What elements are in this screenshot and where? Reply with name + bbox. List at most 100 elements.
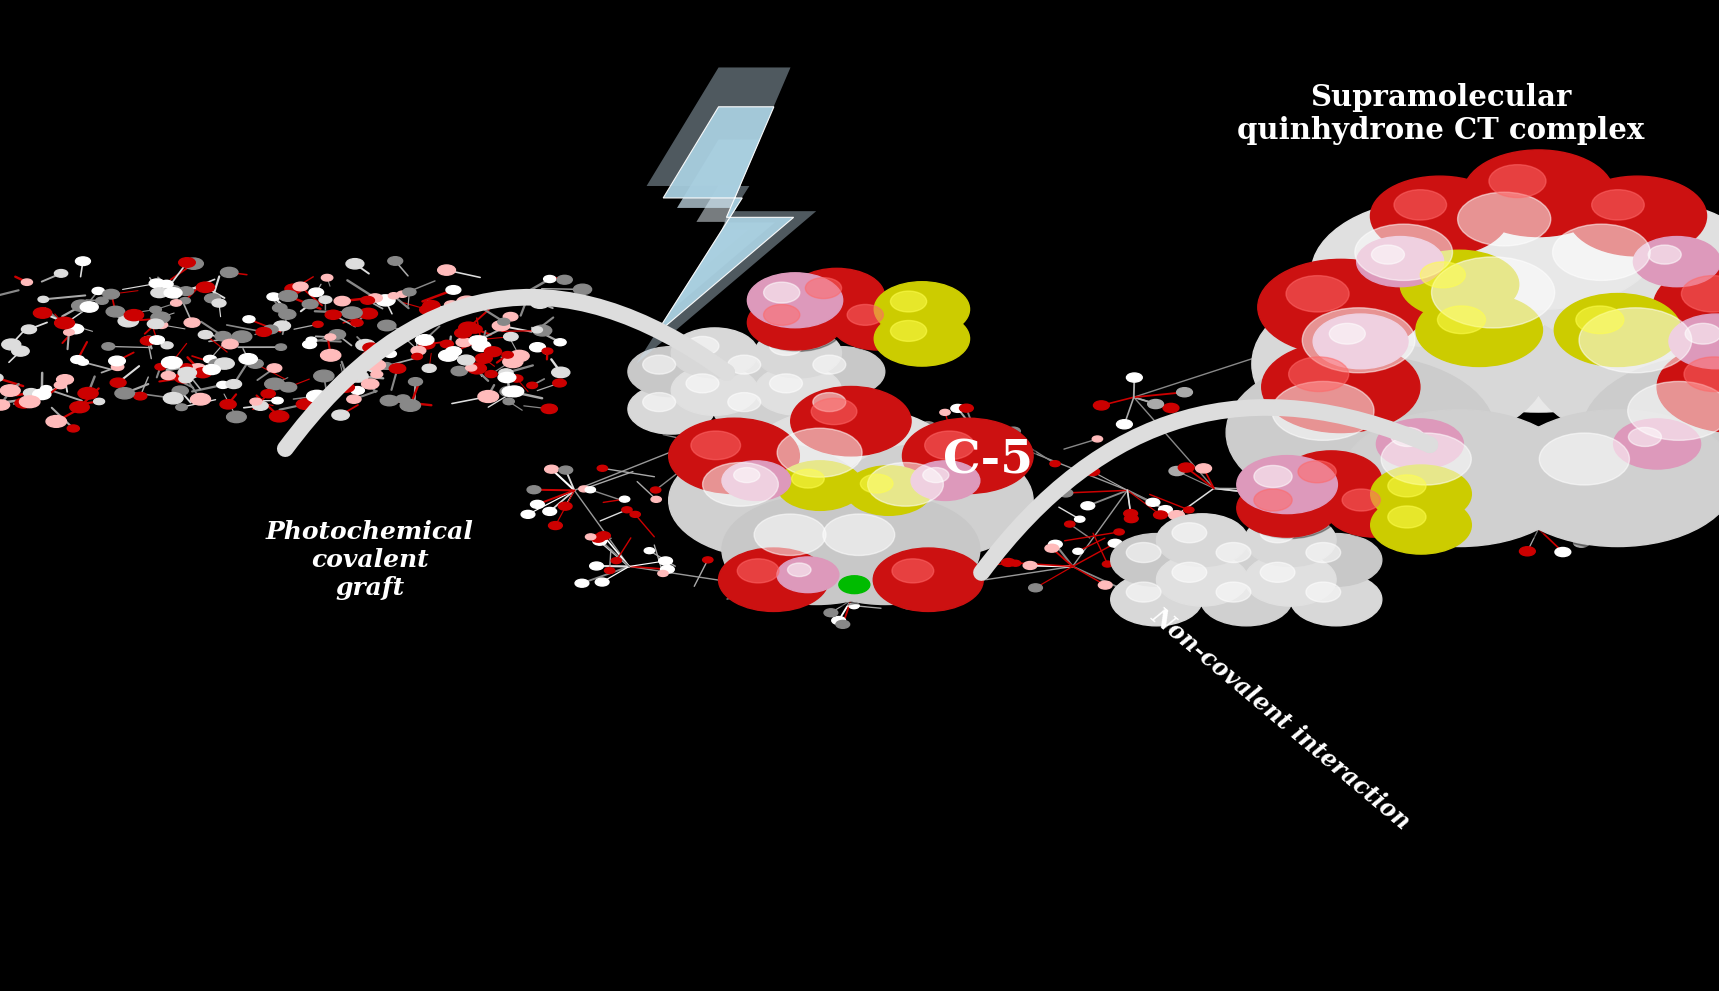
Circle shape <box>627 347 715 396</box>
Circle shape <box>502 352 514 358</box>
Circle shape <box>1533 498 1549 507</box>
Circle shape <box>719 548 829 611</box>
Circle shape <box>798 347 885 396</box>
Circle shape <box>1514 202 1719 351</box>
Circle shape <box>713 385 799 434</box>
Circle shape <box>1303 308 1415 373</box>
Circle shape <box>332 410 349 420</box>
Circle shape <box>722 496 911 605</box>
Circle shape <box>401 399 421 411</box>
Circle shape <box>1654 260 1719 355</box>
Circle shape <box>478 390 499 402</box>
Circle shape <box>789 269 885 323</box>
Circle shape <box>1092 436 1102 442</box>
Circle shape <box>1159 555 1250 607</box>
Circle shape <box>945 444 959 452</box>
Circle shape <box>1226 355 1496 510</box>
Circle shape <box>1420 295 1545 369</box>
Circle shape <box>378 320 395 331</box>
Circle shape <box>877 550 987 613</box>
Circle shape <box>423 300 440 310</box>
Circle shape <box>1126 373 1141 383</box>
Circle shape <box>1050 461 1061 467</box>
Circle shape <box>1671 315 1719 370</box>
Circle shape <box>933 432 947 440</box>
Circle shape <box>278 309 296 319</box>
Circle shape <box>749 296 846 352</box>
Circle shape <box>994 448 1007 456</box>
Circle shape <box>502 386 519 396</box>
Circle shape <box>748 273 842 328</box>
Circle shape <box>1422 171 1667 313</box>
Circle shape <box>492 321 509 331</box>
Circle shape <box>846 566 860 574</box>
Circle shape <box>1399 250 1520 319</box>
Circle shape <box>1649 245 1681 265</box>
Circle shape <box>1317 202 1575 351</box>
Circle shape <box>703 557 713 563</box>
Circle shape <box>650 487 660 493</box>
Circle shape <box>380 395 399 405</box>
Circle shape <box>339 373 358 384</box>
Circle shape <box>1265 344 1423 435</box>
Circle shape <box>1373 497 1473 556</box>
Circle shape <box>1233 359 1502 514</box>
Circle shape <box>423 365 437 373</box>
Circle shape <box>41 385 52 392</box>
Circle shape <box>627 385 715 434</box>
Circle shape <box>151 312 170 323</box>
Circle shape <box>1306 582 1341 603</box>
Circle shape <box>162 372 175 380</box>
Circle shape <box>658 571 669 577</box>
Circle shape <box>682 437 693 443</box>
Circle shape <box>1114 529 1124 535</box>
Circle shape <box>1327 481 1428 538</box>
Circle shape <box>715 348 801 397</box>
Circle shape <box>64 329 74 335</box>
Circle shape <box>548 521 562 529</box>
Circle shape <box>261 389 275 397</box>
Circle shape <box>55 317 74 329</box>
Circle shape <box>724 462 792 501</box>
Circle shape <box>674 329 760 380</box>
Circle shape <box>108 356 125 366</box>
Circle shape <box>0 400 10 410</box>
Circle shape <box>1262 342 1420 433</box>
Circle shape <box>586 534 596 540</box>
Circle shape <box>817 591 830 599</box>
Circle shape <box>1102 561 1112 567</box>
Circle shape <box>713 347 799 396</box>
Circle shape <box>115 387 134 399</box>
Circle shape <box>263 325 278 334</box>
Circle shape <box>24 388 40 397</box>
Circle shape <box>631 511 641 517</box>
Circle shape <box>672 366 758 415</box>
Circle shape <box>866 571 877 577</box>
Circle shape <box>363 343 378 352</box>
Circle shape <box>830 295 927 350</box>
Circle shape <box>543 275 555 282</box>
Circle shape <box>957 550 968 556</box>
Circle shape <box>631 385 717 435</box>
Circle shape <box>1147 498 1160 506</box>
Circle shape <box>1239 457 1339 515</box>
Circle shape <box>438 265 456 275</box>
Circle shape <box>531 500 545 508</box>
Circle shape <box>266 293 280 300</box>
Circle shape <box>220 268 237 277</box>
Circle shape <box>1325 479 1425 537</box>
Circle shape <box>940 409 951 415</box>
Circle shape <box>1466 152 1618 239</box>
Circle shape <box>165 285 180 295</box>
Polygon shape <box>636 67 817 364</box>
Circle shape <box>755 514 825 555</box>
Circle shape <box>1260 562 1294 583</box>
Circle shape <box>198 331 213 339</box>
Circle shape <box>727 355 762 375</box>
Circle shape <box>799 582 813 590</box>
Circle shape <box>890 320 927 341</box>
Circle shape <box>1552 224 1650 280</box>
Circle shape <box>806 277 842 298</box>
Circle shape <box>686 336 719 356</box>
Circle shape <box>541 348 554 354</box>
